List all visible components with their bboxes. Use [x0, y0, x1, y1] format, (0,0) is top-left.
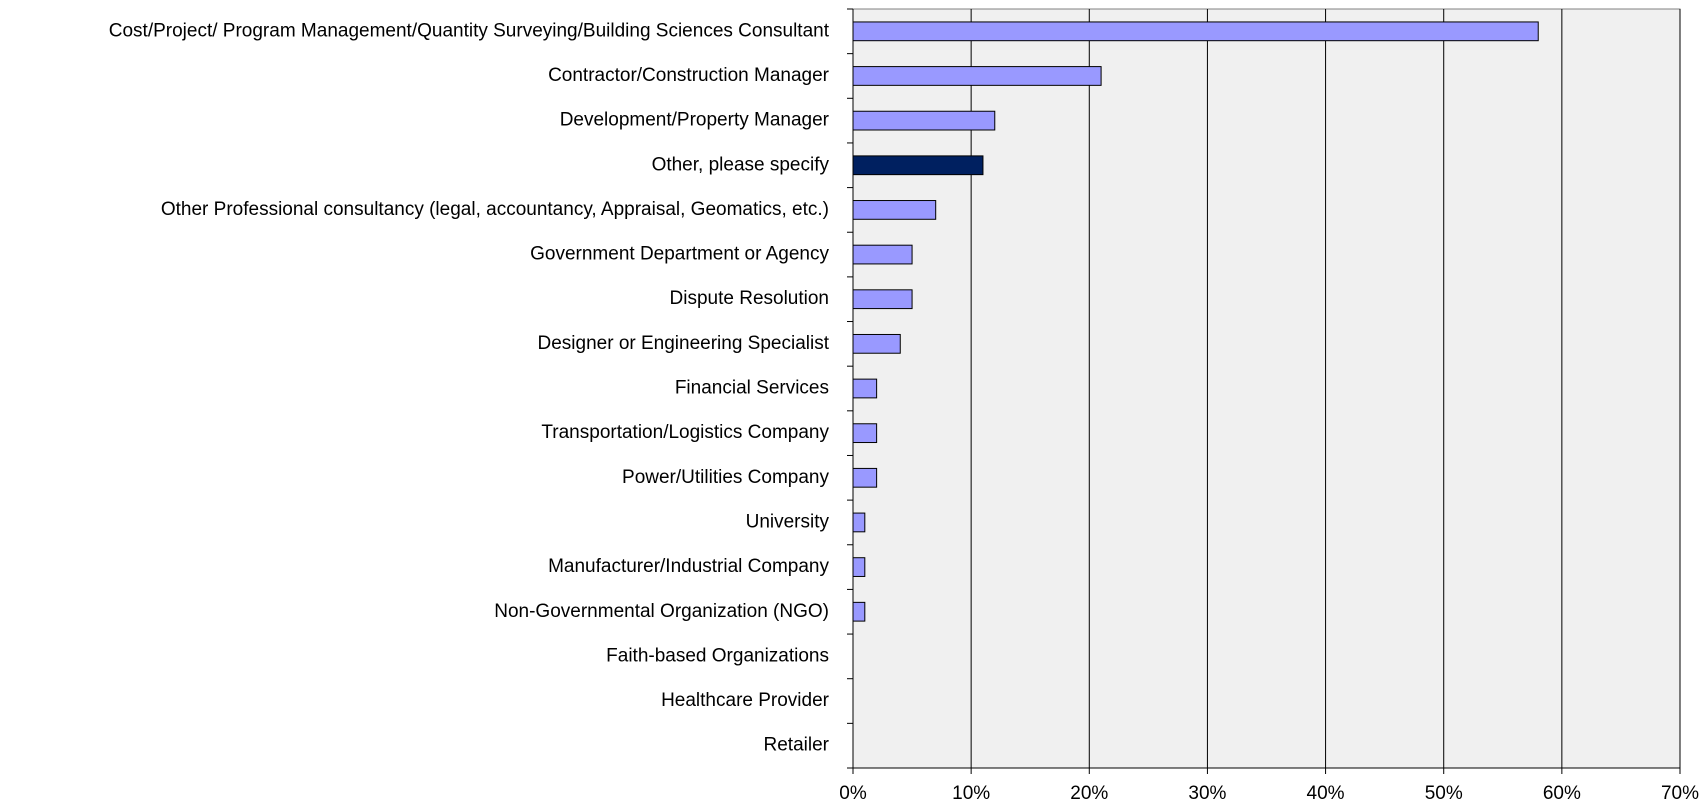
- bar: [852, 244, 913, 265]
- y-tick-label: Designer or Engineering Specialist: [538, 333, 830, 354]
- y-tick-label: Government Department or Agency: [530, 244, 829, 265]
- y-tick-label: Non-Governmental Organization (NGO): [494, 601, 829, 622]
- x-tick-label: 30%: [1188, 783, 1226, 804]
- bar: [852, 423, 878, 444]
- y-tick-label: Contractor/Construction Manager: [548, 65, 830, 86]
- y-tick-label: Financial Services: [675, 378, 829, 399]
- y-tick-label: Manufacturer/Industrial Company: [548, 556, 829, 577]
- y-tick-label: Cost/Project/ Program Management/Quantit…: [109, 20, 830, 41]
- x-tick-label: 40%: [1307, 783, 1345, 804]
- bar: [852, 378, 878, 399]
- bar: [852, 66, 1102, 86]
- y-tick-label: Power/Utilities Company: [622, 467, 829, 488]
- y-tick-label: Transportation/Logistics Company: [541, 422, 829, 443]
- x-tick-label: 70%: [1661, 783, 1699, 804]
- y-tick-label: Healthcare Provider: [661, 690, 830, 711]
- x-tick-label: 20%: [1070, 783, 1108, 804]
- y-tick-label: Retailer: [764, 735, 830, 756]
- x-tick-label: 0%: [839, 783, 867, 804]
- y-tick-label: Dispute Resolution: [670, 288, 829, 309]
- y-tick-label: Other, please specify: [652, 154, 830, 175]
- bar: [852, 467, 878, 488]
- bar: [852, 155, 984, 176]
- bar: [852, 200, 937, 220]
- x-tick-label: 10%: [952, 783, 990, 804]
- y-tick-label: Development/Property Manager: [560, 110, 830, 131]
- x-tick-label: 50%: [1425, 783, 1463, 804]
- y-tick-label: University: [746, 511, 830, 532]
- plot-area: [852, 8, 1681, 769]
- bar: [852, 110, 996, 131]
- y-tick-label: Other Professional consultancy (legal, a…: [161, 199, 829, 220]
- bar: [852, 289, 913, 310]
- bar: [852, 21, 1539, 42]
- x-tick-label: 60%: [1543, 783, 1581, 804]
- bar: [852, 512, 866, 533]
- y-tick-label: Faith-based Organizations: [606, 645, 829, 666]
- bar: [852, 601, 866, 622]
- bar: [852, 333, 901, 354]
- bar: [852, 557, 866, 577]
